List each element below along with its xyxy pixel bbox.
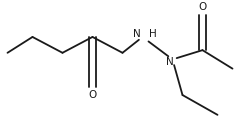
Text: N: N [166,57,174,67]
Text: O: O [88,90,96,100]
Text: N: N [134,29,141,39]
Text: H: H [149,29,156,39]
Text: O: O [198,2,206,12]
